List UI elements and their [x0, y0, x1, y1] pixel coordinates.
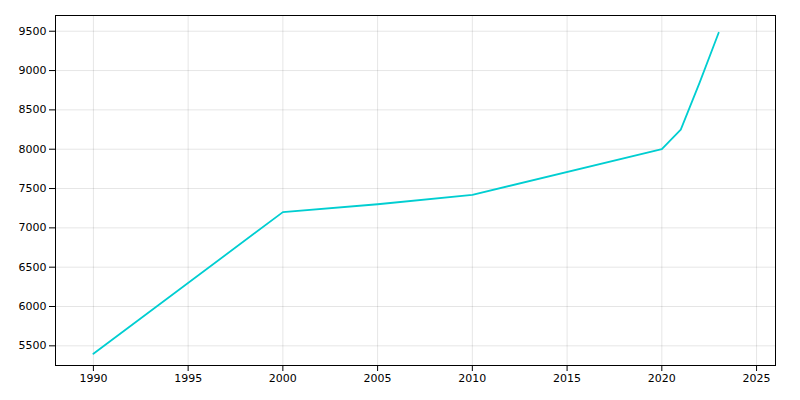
svg-text:1995: 1995 — [174, 372, 202, 385]
svg-text:1990: 1990 — [79, 372, 107, 385]
svg-text:8000: 8000 — [19, 143, 47, 156]
svg-text:7000: 7000 — [19, 221, 47, 234]
svg-text:9000: 9000 — [19, 64, 47, 77]
svg-text:6500: 6500 — [19, 261, 47, 274]
svg-text:2010: 2010 — [458, 372, 486, 385]
svg-text:8500: 8500 — [19, 103, 47, 116]
svg-text:2005: 2005 — [364, 372, 392, 385]
svg-text:5500: 5500 — [19, 339, 47, 352]
svg-text:6000: 6000 — [19, 300, 47, 313]
svg-text:2000: 2000 — [269, 372, 297, 385]
svg-text:2025: 2025 — [743, 372, 771, 385]
svg-text:2020: 2020 — [648, 372, 676, 385]
svg-text:9500: 9500 — [19, 25, 47, 38]
svg-text:2015: 2015 — [553, 372, 581, 385]
svg-text:7500: 7500 — [19, 182, 47, 195]
